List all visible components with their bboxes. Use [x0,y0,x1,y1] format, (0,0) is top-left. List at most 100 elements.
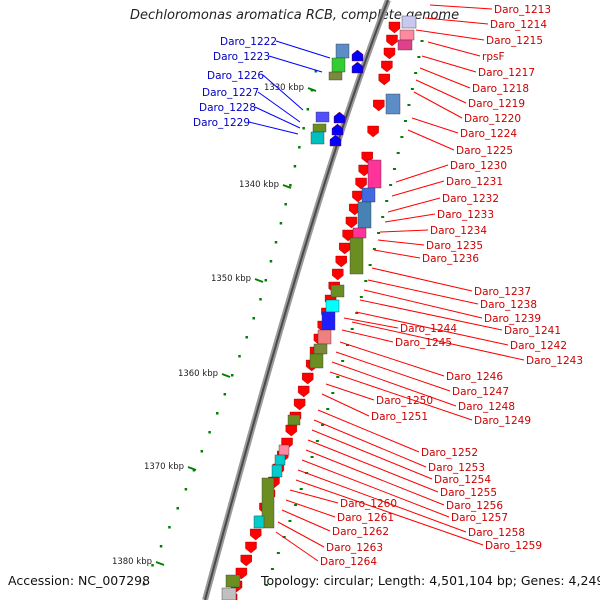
gene-label-right: Daro_1233 [437,209,494,221]
kbp-tick-label: 1380 kbp [112,557,152,567]
label-leader [367,279,479,305]
minor-tick [259,298,262,301]
gene-category-block [287,414,301,426]
label-leader [285,499,336,518]
gene-label-right: Daro_1247 [452,386,509,398]
label-leader [377,239,425,246]
label-leaders-layer [248,4,525,562]
kbp-tick [282,184,292,189]
gene-category-block [367,159,382,189]
gene-label-right: Daro_1257 [451,512,508,524]
gene-label-left: Daro_1226 [207,70,264,82]
gene-category-block [328,71,343,81]
label-leader [359,299,503,331]
gene-category-block [325,299,340,313]
gene-category-block [312,123,327,133]
minor-tick [310,456,314,458]
label-leader [415,29,485,41]
minor-tick [302,127,305,130]
gene-category-block [274,454,286,466]
gene-arrow [351,49,364,62]
gene-arrow [245,541,257,554]
minor-tick [279,222,283,225]
kbp-tick-label: 1330 kbp [264,83,304,93]
gene-label-right: Daro_1235 [426,240,483,252]
minor-tick [410,88,414,90]
minor-tick [293,165,297,168]
gene-category-block [271,464,283,478]
minor-tick [282,536,286,538]
gene-arrow [293,398,306,411]
minor-tick [276,552,280,554]
minor-tick [142,583,146,586]
minor-tick [414,72,418,74]
minor-tick [315,440,319,442]
minor-tick [372,248,376,250]
gene-label-right: Daro_1217 [478,67,535,79]
gene-arrow [352,190,364,203]
gene-label-right: Daro_1224 [460,128,517,140]
kbp-tick-label: 1340 kbp [239,180,279,190]
minor-tick [289,184,292,187]
minor-tick [364,280,368,282]
minor-tick [192,469,196,472]
minor-tick [336,376,340,378]
map-title: Dechloromonas aromatica RCB, complete ge… [130,8,460,23]
gene-label-right: Daro_1245 [395,337,452,349]
gene-label-right: Daro_1249 [474,415,531,427]
gene-label-left: Daro_1228 [199,102,256,114]
label-leader [321,393,370,417]
minor-tick [350,328,354,330]
gene-category-block [385,93,401,115]
minor-tick [326,408,330,410]
label-leader [407,129,455,151]
label-leader [277,521,325,548]
gene-category-block [253,515,265,529]
minor-tick [396,152,400,154]
gene-arrow [367,125,379,138]
label-leader [429,4,493,10]
label-leader [415,79,467,104]
gene-arrow [302,372,314,385]
gene-category-block [397,39,413,51]
minor-tick [252,317,255,320]
gene-arrow [329,134,342,147]
minor-tick [168,526,171,529]
minor-tick [264,584,268,586]
genome-backbone-inner [204,0,389,600]
gene-category-block [399,29,415,41]
gene-arrow [381,60,393,73]
gene-label-right: Daro_1250 [376,395,433,407]
minor-ticks-layer [142,40,424,586]
minor-tick [403,120,407,122]
minor-tick [230,374,234,377]
label-leader [335,351,451,392]
gene-category-block [349,237,364,275]
gene-label-right: Daro_1260 [340,498,397,510]
label-leader [313,419,427,468]
label-leader [411,117,459,134]
gene-category-block [317,329,332,345]
gene-label-right: Daro_1263 [326,542,383,554]
gene-label-right: Daro_1241 [504,325,561,337]
minor-tick [306,108,310,111]
label-leader [301,459,450,518]
gene-category-block [278,444,290,456]
minor-tick [389,184,393,186]
label-leader [419,67,471,89]
label-leader [371,267,473,292]
minor-tick [298,146,301,149]
minor-tick [200,450,204,453]
minor-tick [331,392,335,394]
label-leader [331,361,457,407]
minor-tick [368,264,372,266]
kbp-tick-label: 1360 kbp [178,369,218,379]
minor-tick [274,241,278,244]
gene-arrow [285,424,297,437]
minor-tick [238,355,241,358]
gene-label-right: Daro_1256 [446,500,503,512]
gene-arrow [240,554,252,567]
gene-category-block [321,311,336,331]
label-leader [339,341,445,377]
